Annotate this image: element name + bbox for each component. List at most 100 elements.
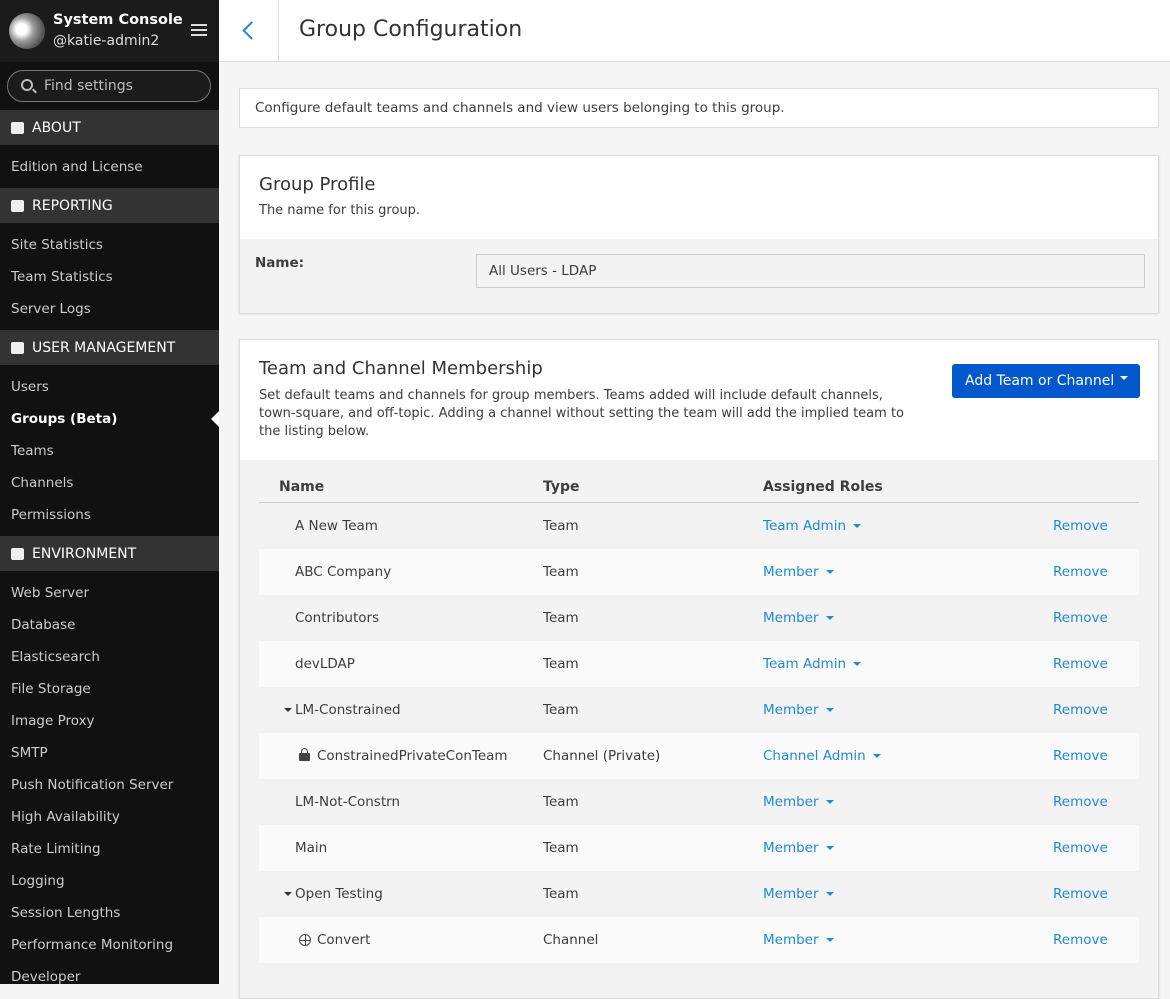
row-type: Team xyxy=(543,564,579,580)
section-title: USER MANAGEMENT xyxy=(32,339,176,356)
username: @katie-admin2 xyxy=(53,33,160,49)
card-title: Group Profile xyxy=(259,174,376,195)
nav-item[interactable]: Database xyxy=(11,617,76,633)
nav-item[interactable]: Push Notification Server xyxy=(11,777,174,793)
back-button[interactable] xyxy=(219,0,279,62)
section-list: Edition and License xyxy=(0,145,219,188)
table-row: ConstrainedPrivateConTeam Channel (Privat… xyxy=(259,733,1139,779)
remove-link[interactable]: Remove xyxy=(1053,748,1108,764)
nav-item[interactable]: Edition and License xyxy=(11,159,143,175)
top-bar: Group Configuration xyxy=(219,0,1170,62)
add-button[interactable]: Add Team or Channel xyxy=(952,364,1140,398)
row-name: Main xyxy=(295,840,328,856)
role-dropdown[interactable]: Member xyxy=(763,610,834,626)
nav-item[interactable]: Image Proxy xyxy=(11,713,95,729)
nav-item[interactable]: Developer xyxy=(11,969,81,984)
row-name: LM-Constrained xyxy=(295,702,401,718)
row-type: Team xyxy=(543,702,579,718)
membership-table: Name Type Assigned Roles A New Team Team Team… xyxy=(259,471,1139,963)
row-type: Channel (Private) xyxy=(543,748,661,764)
column-header: Name xyxy=(279,478,325,495)
role-dropdown[interactable]: Channel Admin xyxy=(763,748,881,764)
row-name: LM-Not-Constrn xyxy=(295,794,401,810)
membership-body: Name Type Assigned Roles A New Team Team Team… xyxy=(240,460,1158,998)
table-row: Open Testing Team Member Remove xyxy=(259,871,1139,917)
nav-item[interactable]: Logging xyxy=(11,873,65,889)
nav-item[interactable]: Web Server xyxy=(11,585,89,601)
sidebar-header: System Console @katie-admin2 xyxy=(0,0,219,62)
caret-icon[interactable] xyxy=(284,892,292,900)
row-type: Team xyxy=(543,794,579,810)
section-header: REPORTING xyxy=(0,188,219,223)
profile-card: Group Profile The name for this group. N… xyxy=(239,155,1159,313)
nav-item[interactable]: Site Statistics xyxy=(11,237,103,253)
menu-button[interactable] xyxy=(191,24,207,36)
table-row: LM-Not-Constrn Team Member Remove xyxy=(259,779,1139,825)
nav-item[interactable]: Groups (Beta) xyxy=(0,403,219,435)
profile-body: Name: All Users - LDAP xyxy=(240,239,1158,313)
table-row: devLDAP Team Team Admin Remove xyxy=(259,641,1139,687)
nav-item[interactable]: High Availability xyxy=(11,809,120,825)
role-dropdown[interactable]: Team Admin xyxy=(763,656,861,672)
section-icon xyxy=(11,199,24,212)
row-name: Open Testing xyxy=(295,886,383,902)
nav-item[interactable]: Permissions xyxy=(11,507,91,523)
globe-icon xyxy=(299,934,311,946)
avatar[interactable] xyxy=(9,13,45,49)
row-name: A New Team xyxy=(295,518,378,534)
section-list: Web Server Database Elasticsearch File Stor… xyxy=(0,571,219,984)
intro-box: Configure default teams and channels and… xyxy=(239,88,1159,128)
section-title: ENVIRONMENT xyxy=(32,545,137,562)
nav-item[interactable]: Elasticsearch xyxy=(11,649,100,665)
card-subtitle: The name for this group. xyxy=(259,203,421,218)
remove-link[interactable]: Remove xyxy=(1053,610,1108,626)
table-header: Name Type Assigned Roles xyxy=(259,471,1139,503)
nav-item[interactable]: Session Lengths xyxy=(11,905,121,921)
sidebar: System Console @katie-admin2 Find settin… xyxy=(0,0,219,984)
role-dropdown[interactable]: Member xyxy=(763,932,834,948)
nav-item[interactable]: Channels xyxy=(11,475,74,491)
name-label: Name: xyxy=(255,255,305,271)
remove-link[interactable]: Remove xyxy=(1053,564,1108,580)
nav-item[interactable]: Users xyxy=(11,379,49,395)
role-dropdown[interactable]: Member xyxy=(763,840,834,856)
search-placeholder: Find settings xyxy=(44,78,133,94)
membership-card: Team and Channel Membership Set default … xyxy=(239,339,1159,999)
nav-item[interactable]: File Storage xyxy=(11,681,91,697)
lock-icon xyxy=(299,748,310,761)
table-row: Main Team Member Remove xyxy=(259,825,1139,871)
role-dropdown[interactable]: Member xyxy=(763,702,834,718)
row-name: ABC Company xyxy=(295,564,392,580)
row-name: ConstrainedPrivateConTeam xyxy=(317,748,508,764)
role-dropdown[interactable]: Member xyxy=(763,564,834,580)
role-dropdown[interactable]: Team Admin xyxy=(763,518,861,534)
remove-link[interactable]: Remove xyxy=(1053,794,1108,810)
remove-link[interactable]: Remove xyxy=(1053,518,1108,534)
nav-item[interactable]: Rate Limiting xyxy=(11,841,101,857)
remove-link[interactable]: Remove xyxy=(1053,702,1108,718)
caret-icon[interactable] xyxy=(284,708,292,716)
nav-item[interactable]: SMTP xyxy=(11,745,48,761)
table-row: LM-Constrained Team Member Remove xyxy=(259,687,1139,733)
remove-link[interactable]: Remove xyxy=(1053,886,1108,902)
nav-item[interactable]: Team Statistics xyxy=(11,269,113,285)
page-title: Group Configuration xyxy=(299,17,523,42)
nav-item[interactable]: Teams xyxy=(11,443,54,459)
nav-item[interactable]: Performance Monitoring xyxy=(11,937,174,953)
section-icon xyxy=(11,547,24,560)
remove-link[interactable]: Remove xyxy=(1053,656,1108,672)
console-title: System Console xyxy=(53,12,183,28)
remove-link[interactable]: Remove xyxy=(1053,932,1108,948)
name-input[interactable]: All Users - LDAP xyxy=(476,254,1145,288)
role-dropdown[interactable]: Member xyxy=(763,794,834,810)
search-box[interactable]: Find settings xyxy=(7,70,211,102)
table-row: A New Team Team Team Admin Remove xyxy=(259,503,1139,549)
row-type: Team xyxy=(543,886,579,902)
section-list: Site Statistics Team Statistics Server Log… xyxy=(0,223,219,330)
nav-item[interactable]: Server Logs xyxy=(11,301,91,317)
role-dropdown[interactable]: Member xyxy=(763,886,834,902)
section-header: ENVIRONMENT xyxy=(0,536,219,571)
section-icon xyxy=(11,341,24,354)
remove-link[interactable]: Remove xyxy=(1053,840,1108,856)
